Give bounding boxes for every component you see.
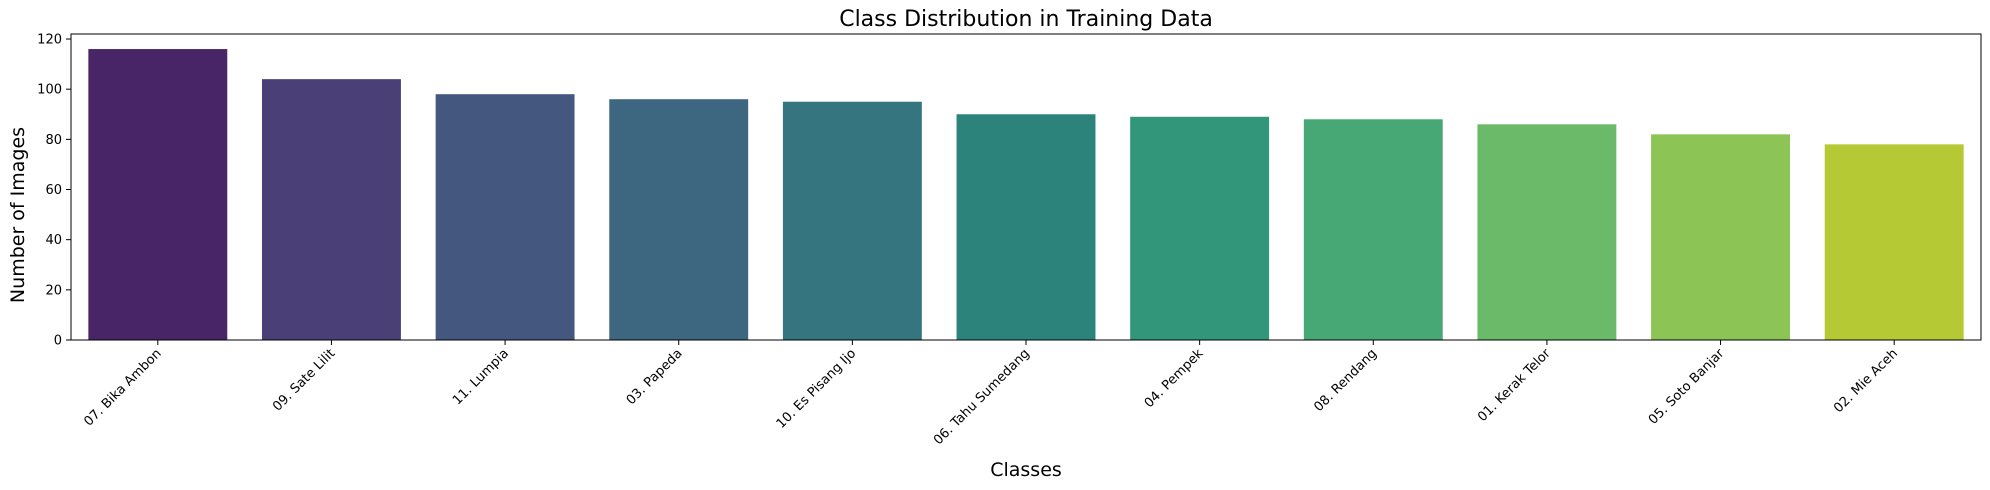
- bar: [956, 114, 1096, 340]
- y-axis-title: Number of Images: [7, 127, 29, 303]
- x-axis-title: Classes: [990, 459, 1062, 481]
- x-axis: 07. Bika Ambon 09. Sate Lilit 11. Lumpia 03…: [81, 340, 1901, 448]
- x-tick-label: 07. Bika Ambon: [81, 346, 164, 429]
- y-tick-label: 100: [37, 83, 62, 98]
- bar: [1303, 119, 1443, 340]
- y-tick-label: 120: [37, 33, 62, 48]
- x-tick-label: 11. Lumpia: [450, 346, 512, 408]
- bar: [782, 101, 922, 340]
- bar: [435, 94, 575, 340]
- x-tick-label: 10. Es Pisang Ijo: [774, 346, 859, 431]
- x-tick-label: 01. Kerak Telor: [1475, 346, 1554, 425]
- x-tick-label: 06. Tahu Sumedang: [931, 346, 1033, 448]
- x-tick-label: 08. Rendang: [1311, 346, 1380, 415]
- x-tick-label: 04. Pempek: [1142, 346, 1207, 411]
- y-tick-label: 80: [45, 133, 62, 148]
- bars-layer: [88, 49, 1964, 341]
- y-axis: 0 20 40 60 80 100 120: [37, 33, 71, 349]
- y-tick-label: 0: [54, 334, 62, 349]
- bar: [88, 49, 228, 341]
- x-tick-label: 05. Soto Banjar: [1646, 346, 1728, 428]
- y-tick-label: 60: [45, 183, 62, 198]
- bar: [1130, 116, 1270, 341]
- x-tick-label: 03. Papeda: [624, 346, 686, 408]
- bar: [1824, 144, 1964, 340]
- x-tick-label: 02. Mie Aceh: [1831, 346, 1901, 416]
- bar: [262, 79, 401, 341]
- y-tick-label: 20: [45, 283, 62, 298]
- x-tick-label: 09. Sate Lilit: [270, 346, 338, 414]
- bar: [1651, 134, 1790, 340]
- plot-frame: [70, 33, 1982, 341]
- y-tick-label: 40: [45, 233, 62, 248]
- chart-title: Class Distribution in Training Data: [839, 7, 1213, 32]
- bar: [1477, 124, 1617, 340]
- bar: [609, 99, 749, 341]
